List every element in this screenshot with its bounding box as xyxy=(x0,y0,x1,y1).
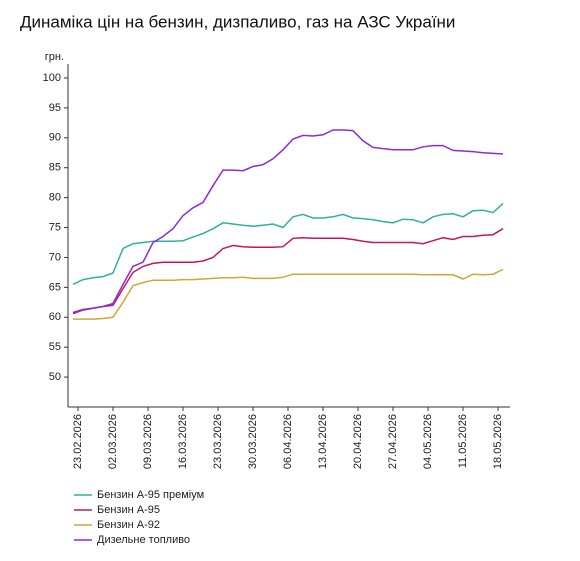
legend-label: Бензин А-95 xyxy=(97,504,160,516)
x-tick-label: 23.03.2026 xyxy=(212,414,224,469)
chart-title: Динаміка цін на бензин, дизпаливо, газ н… xyxy=(20,12,455,31)
x-tick-label: 11.05.2026 xyxy=(457,414,469,468)
legend-label: Бензин А-95 преміум xyxy=(97,489,204,501)
series-line xyxy=(72,203,504,286)
y-tick-label: 100 xyxy=(43,72,61,84)
x-tick-label: 20.04.2026 xyxy=(352,414,364,469)
series-line xyxy=(72,228,504,314)
y-tick-label: 85 xyxy=(49,162,61,174)
x-tick-label: 27.04.2026 xyxy=(387,414,399,469)
x-tick-label: 16.03.2026 xyxy=(177,414,189,469)
y-tick-label: 90 xyxy=(49,132,61,144)
y-tick-label: 60 xyxy=(49,311,61,323)
x-tick-label: 18.05.2026 xyxy=(492,414,504,469)
y-tick-label: 65 xyxy=(49,281,61,293)
y-tick-label: 70 xyxy=(49,251,61,263)
y-tick-label: 50 xyxy=(49,371,61,383)
series-line xyxy=(73,268,504,320)
legend-label: Бензин А-92 xyxy=(97,519,160,531)
x-tick-label: 13.04.2026 xyxy=(317,414,329,469)
x-tick-label: 23.02.2026 xyxy=(72,414,84,469)
x-tick-label: 30.03.2026 xyxy=(247,414,259,469)
x-tick-label: 09.03.2026 xyxy=(142,414,154,469)
y-tick-label: 75 xyxy=(49,221,61,233)
legend-label: Дизельне топливо xyxy=(97,534,190,546)
y-axis-label: грн. xyxy=(45,51,64,63)
series-line xyxy=(72,129,504,315)
x-tick-label: 02.03.2026 xyxy=(107,414,119,469)
y-tick-label: 95 xyxy=(49,102,61,114)
x-tick-label: 06.04.2026 xyxy=(282,414,294,469)
y-tick-label: 80 xyxy=(49,192,61,204)
y-tick-label: 55 xyxy=(49,341,61,353)
x-tick-label: 04.05.2026 xyxy=(422,414,434,469)
